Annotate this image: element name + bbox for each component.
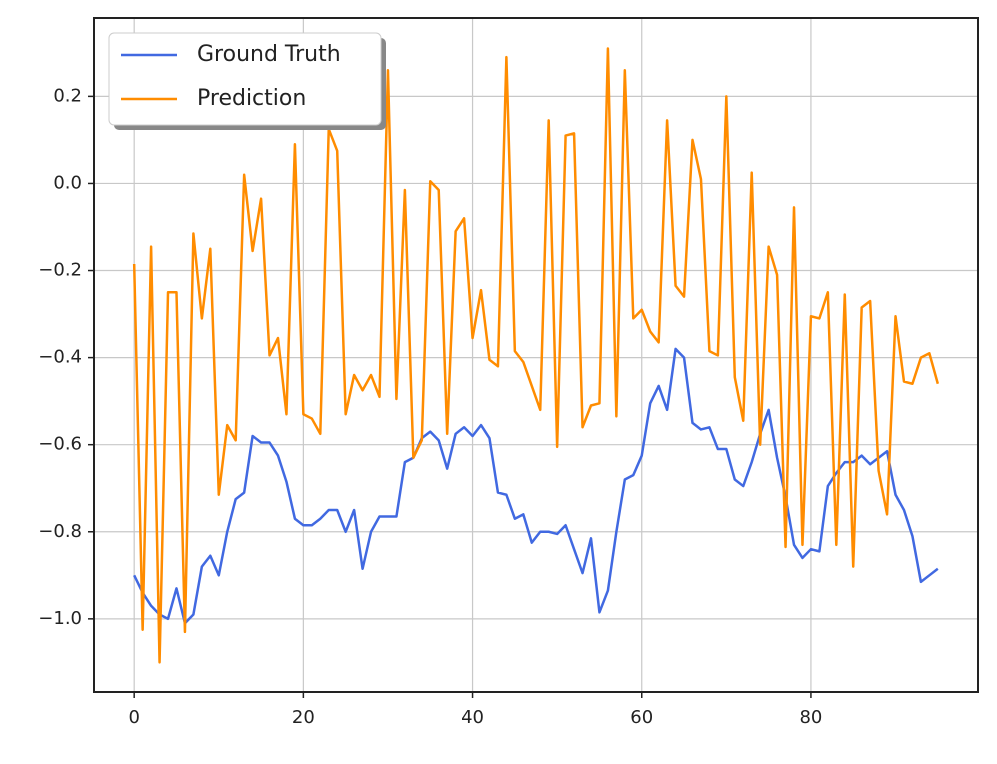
y-tick-label: 0.0 bbox=[53, 172, 82, 193]
y-tick-label: −1.0 bbox=[38, 608, 82, 629]
x-tick-label: 80 bbox=[799, 707, 822, 728]
x-tick-label: 60 bbox=[630, 707, 653, 728]
y-tick-label: −0.4 bbox=[38, 347, 82, 368]
y-tick-label: −0.6 bbox=[38, 434, 82, 455]
legend-label: Ground Truth bbox=[197, 42, 341, 67]
x-tick-label: 40 bbox=[461, 707, 484, 728]
plot-frame bbox=[93, 17, 979, 693]
line bbox=[132, 47, 940, 664]
x-tick-label: 0 bbox=[128, 707, 139, 728]
legend-label: Prediction bbox=[197, 86, 306, 111]
line bbox=[133, 347, 939, 625]
x-tick-label: 20 bbox=[292, 707, 315, 728]
y-tick-label: 0.2 bbox=[53, 85, 82, 106]
y-tick-label: −0.2 bbox=[38, 260, 82, 281]
y-tick-label: −0.8 bbox=[38, 521, 82, 542]
